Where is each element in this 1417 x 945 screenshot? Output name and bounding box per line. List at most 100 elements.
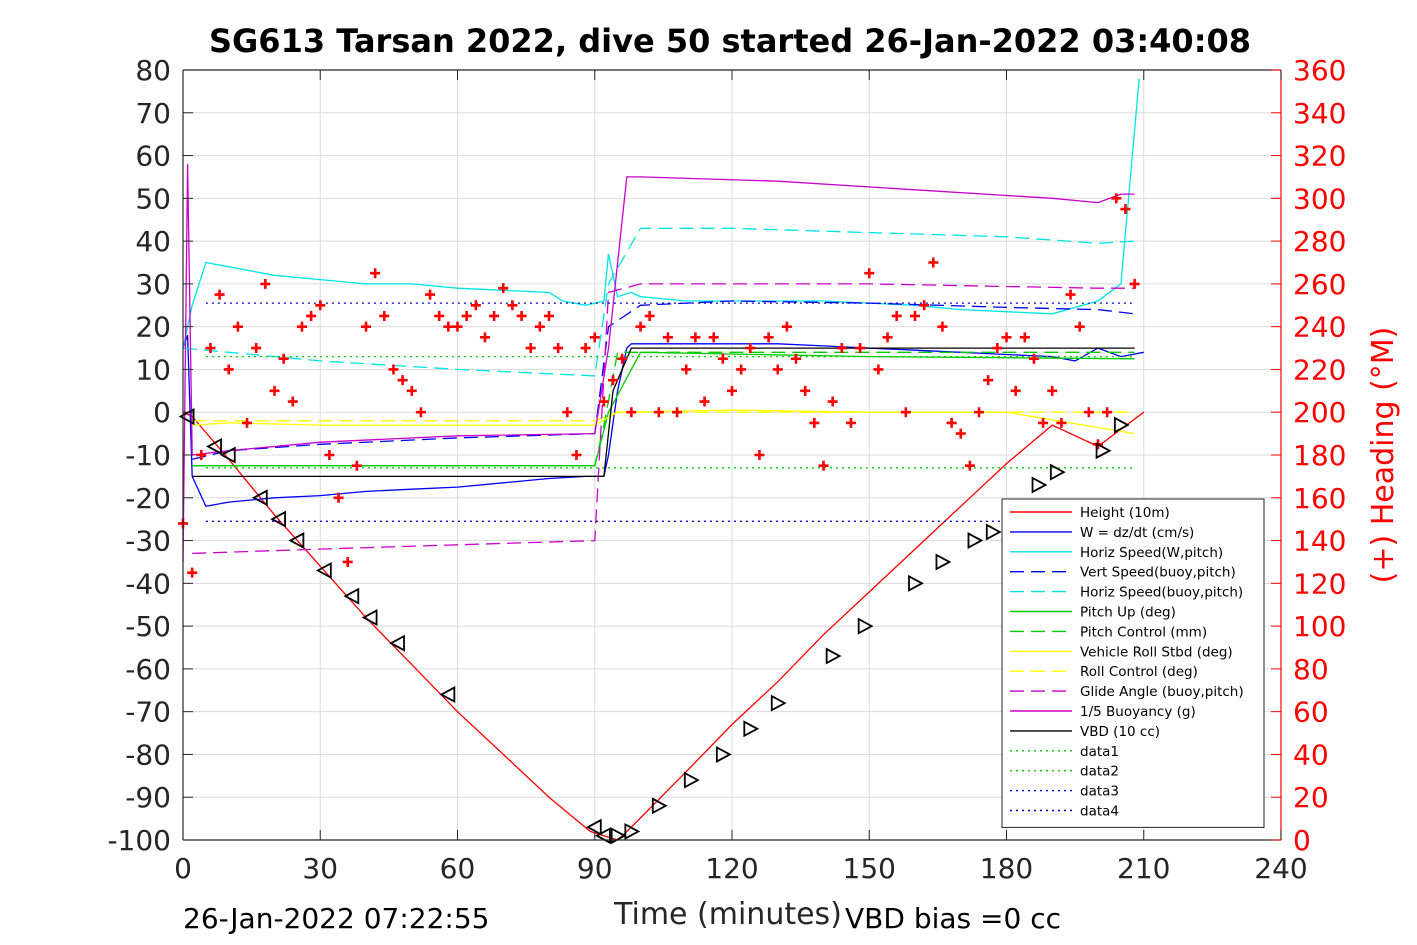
y-tick-label: 50 [135, 182, 171, 215]
series-line-9 [192, 283, 1135, 555]
heading-point [845, 417, 856, 428]
x-tick-label: 180 [980, 852, 1033, 885]
heading-point [608, 375, 619, 386]
y-tick-label: -70 [125, 696, 171, 729]
x-tick-label: 210 [1117, 852, 1170, 885]
y2-tick-label: 140 [1293, 525, 1346, 558]
heading-point [242, 417, 253, 428]
y-tick-label: -10 [125, 439, 171, 472]
legend-entry-9: Glide Angle (buoy,pitch) [1080, 684, 1244, 700]
y-tick-label: 10 [135, 353, 171, 386]
heading-point [525, 343, 536, 354]
heading-point [489, 310, 500, 321]
legend-entry-8: Roll Control (deg) [1080, 664, 1198, 680]
legend-entry-10: 1/5 Buoyancy (g) [1080, 704, 1196, 720]
y-tick-label: -100 [107, 824, 171, 857]
heading-point [269, 385, 280, 396]
heading-point [553, 343, 564, 354]
legend-entry-14: data3 [1080, 784, 1119, 800]
y2-tick-label: 360 [1293, 54, 1346, 87]
heading-point [681, 364, 692, 375]
heading-point [791, 353, 802, 364]
heading-point [370, 268, 381, 279]
heading-point [562, 407, 573, 418]
series-line-4 [182, 227, 1135, 377]
legend-entry-0: Height (10m) [1080, 505, 1170, 521]
climb-triangle-marker [1113, 416, 1130, 434]
y2-tick-label: 280 [1293, 225, 1346, 258]
y2-tick-label: 120 [1293, 567, 1346, 600]
heading-point [425, 289, 436, 300]
legend-entry-12: data1 [1080, 744, 1119, 760]
heading-point [1028, 353, 1039, 364]
legend-entry-7: Vehicle Roll Stbd (deg) [1080, 644, 1233, 660]
y-tick-label: 60 [135, 140, 171, 173]
heading-point [479, 332, 490, 343]
series-layer [182, 78, 1145, 841]
y2-tick-label: 300 [1293, 182, 1346, 215]
heading-point [781, 321, 792, 332]
heading-point [983, 375, 994, 386]
legend-entry-3: Vert Speed(buoy,pitch) [1080, 565, 1236, 581]
heading-point [306, 310, 317, 321]
heading-point [635, 321, 646, 332]
y2-tick-label: 0 [1293, 824, 1311, 857]
heading-point [690, 332, 701, 343]
heading-point [342, 556, 353, 567]
climb-triangle-marker [857, 617, 874, 635]
heading-point [974, 407, 985, 418]
chart-title: SG613 Tarsan 2022, dive 50 started 26-Ja… [209, 22, 1251, 60]
heading-point [461, 310, 472, 321]
heading-point [232, 321, 243, 332]
heading-point [351, 460, 362, 471]
heading-point [736, 364, 747, 375]
y-tick-label: -80 [125, 738, 171, 771]
heading-point [580, 343, 591, 354]
heading-point [397, 375, 408, 386]
y-tick-label: -20 [125, 482, 171, 515]
heading-point [855, 343, 866, 354]
heading-point [937, 321, 948, 332]
tick-labels: 0 30 60 90 120 150 180 210 24080706050403020100-… [107, 54, 1346, 885]
series-line-3 [192, 300, 1135, 460]
heading-point [498, 283, 509, 294]
climb-triangle-marker [1049, 463, 1066, 481]
heading-point [900, 407, 911, 418]
heading-point [910, 310, 920, 321]
y2-tick-label: 260 [1293, 268, 1346, 301]
y-tick-label: 0 [153, 396, 171, 429]
dive-triangle-marker [251, 489, 268, 507]
heading-point [891, 310, 902, 321]
heading-point [800, 385, 811, 396]
heading-point [672, 407, 683, 418]
heading-point [818, 460, 829, 471]
legend-entry-11: VBD (10 cc) [1080, 724, 1160, 740]
dive-triangle-marker [219, 446, 236, 464]
heading-point [727, 385, 737, 396]
climb-triangle-marker [683, 771, 700, 789]
y2-tick-label: 180 [1293, 439, 1346, 472]
y-tick-label: 40 [135, 225, 171, 258]
x-tick-label: 240 [1254, 852, 1307, 885]
heading-point [196, 450, 207, 460]
x-tick-label: 30 [302, 852, 338, 885]
heading-point [754, 450, 765, 460]
climb-triangle-marker [825, 647, 842, 665]
heading-layer [178, 193, 1140, 578]
heading-point [324, 450, 335, 460]
dive-triangle-marker [389, 634, 405, 652]
series-line-6 [192, 351, 1135, 467]
heading-point [507, 300, 518, 311]
heading-point [287, 396, 298, 407]
climb-triangle-marker [770, 694, 787, 712]
legend-entry-5: Pitch Up (deg) [1080, 605, 1176, 621]
heading-point [379, 310, 390, 321]
heading-point [1047, 385, 1058, 396]
heading-point [223, 364, 234, 375]
heading-point [187, 567, 198, 578]
climb-triangle-marker [743, 720, 760, 738]
y-tick-label: 30 [135, 268, 171, 301]
y2-tick-label: 200 [1293, 396, 1346, 429]
y-tick-label: 70 [135, 97, 171, 130]
